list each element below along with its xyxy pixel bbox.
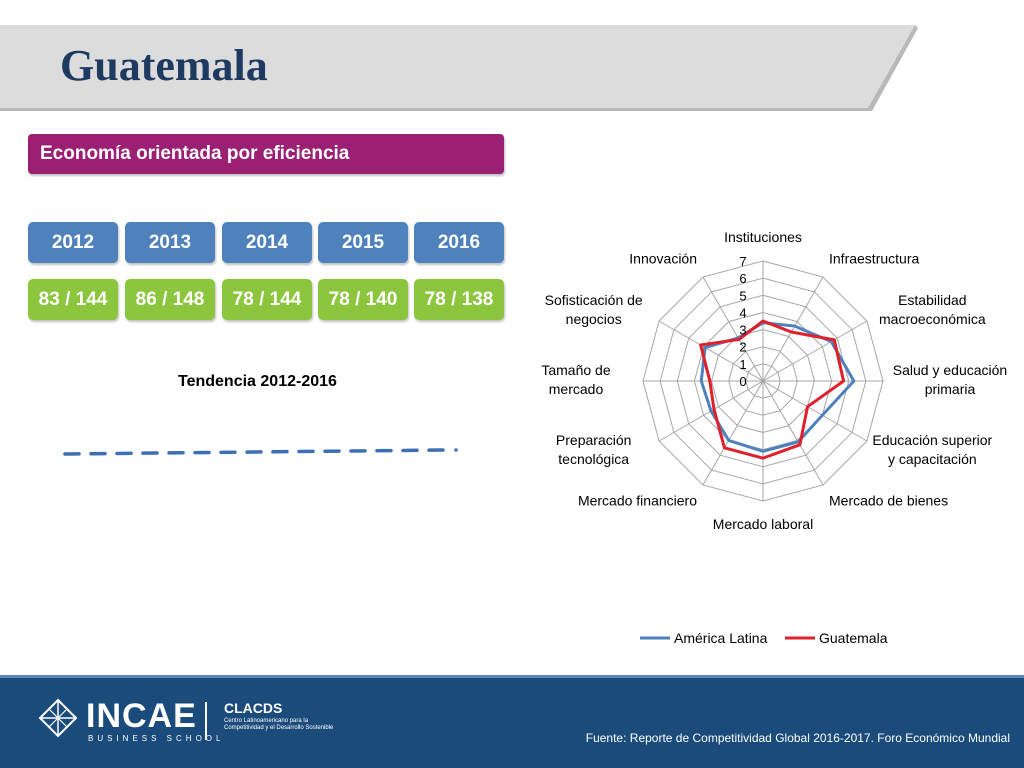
axis-spoke-10 bbox=[658, 320, 764, 382]
business-school-label: BUSINESS SCHOOL bbox=[88, 734, 225, 743]
rank-box-2016: 78 / 138 bbox=[414, 279, 504, 320]
tick-label: 6 bbox=[739, 271, 746, 286]
legend-guatemala: Guatemala bbox=[819, 630, 888, 646]
category-label: Salud y educación primaria bbox=[893, 362, 1007, 397]
category-label: Infraestructura bbox=[829, 250, 919, 266]
category-label: Tamaño de mercado bbox=[541, 362, 610, 397]
rank-box-2015: 78 / 140 bbox=[318, 279, 408, 320]
footer bbox=[0, 675, 1024, 768]
category-label: Mercado financiero bbox=[578, 493, 697, 509]
year-box-2015: 2015 bbox=[318, 222, 408, 263]
axis-spoke-1 bbox=[762, 276, 824, 382]
category-label: Innovación bbox=[629, 250, 697, 266]
tick-label: 4 bbox=[739, 305, 746, 320]
series-america-latina bbox=[699, 321, 856, 453]
tick-label: 5 bbox=[739, 288, 746, 303]
category-label: Preparación tecnológica bbox=[556, 432, 632, 467]
tick-label: 3 bbox=[739, 323, 746, 338]
footer-top-line bbox=[0, 675, 1024, 678]
footer-divider bbox=[205, 702, 207, 740]
year-box-2012: 2012 bbox=[28, 222, 118, 263]
series-guatemala bbox=[699, 319, 846, 460]
category-bar: Economía orientada por eficiencia bbox=[28, 134, 504, 174]
trend-label: Tendencia 2012-2016 bbox=[178, 373, 337, 390]
category-label: Educación superior y capacitación bbox=[872, 432, 992, 467]
year-box-2016: 2016 bbox=[414, 222, 504, 263]
radar-chart: 0 1 2 3 4 5 6 7 Instituciones Infraestructura Esta… bbox=[541, 229, 1007, 646]
title-band bbox=[0, 25, 918, 111]
rank-box-2014: 78 / 144 bbox=[222, 279, 312, 320]
tick-label: 2 bbox=[739, 340, 746, 355]
tick-label: 7 bbox=[739, 254, 746, 269]
rank-box-2013: 86 / 148 bbox=[125, 279, 215, 320]
axis-spoke-7 bbox=[702, 380, 764, 486]
year-box-2014: 2014 bbox=[222, 222, 312, 263]
source-note: Fuente: Reporte de Competitividad Global… bbox=[585, 731, 1010, 745]
page-title: Guatemala bbox=[60, 41, 268, 90]
axis-spoke-11 bbox=[702, 276, 764, 382]
clacds-logo: CLACDS bbox=[224, 700, 283, 716]
category-label: Mercado de bienes bbox=[829, 493, 948, 509]
axis-spoke-4 bbox=[762, 380, 868, 442]
category-label: Sofisticación de negocios bbox=[545, 292, 643, 327]
legend-america-latina: América Latina bbox=[674, 630, 768, 646]
category-label: Instituciones bbox=[724, 229, 802, 245]
axis-spoke-5 bbox=[762, 380, 824, 486]
incae-logo: INCAE bbox=[86, 697, 197, 735]
rank-box-2012: 83 / 144 bbox=[28, 279, 118, 320]
year-box-2013: 2013 bbox=[125, 222, 215, 263]
clacds-full-name: Centro Latinoamericano para la Competiti… bbox=[224, 718, 334, 731]
trend-line bbox=[63, 448, 458, 456]
tick-label: 1 bbox=[739, 357, 746, 372]
tick-label: 0 bbox=[739, 374, 746, 389]
category-label: Mercado laboral bbox=[713, 516, 813, 532]
category-label: Estabilidad macroeconómica bbox=[879, 292, 986, 327]
axis-spoke-2 bbox=[762, 320, 868, 382]
incae-emblem-icon bbox=[38, 698, 78, 738]
